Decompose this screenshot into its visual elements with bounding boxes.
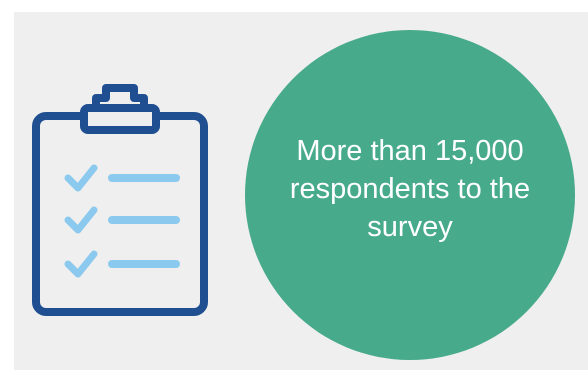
checkmark-icon	[64, 164, 98, 192]
clipboard-checklist-icon	[32, 84, 208, 316]
stat-circle: More than 15,000 respondents to the surv…	[245, 30, 575, 360]
checkmark-icon	[64, 250, 98, 278]
stat-text: More than 15,000 respondents to the surv…	[289, 135, 531, 243]
checkmark-icon	[64, 206, 98, 234]
